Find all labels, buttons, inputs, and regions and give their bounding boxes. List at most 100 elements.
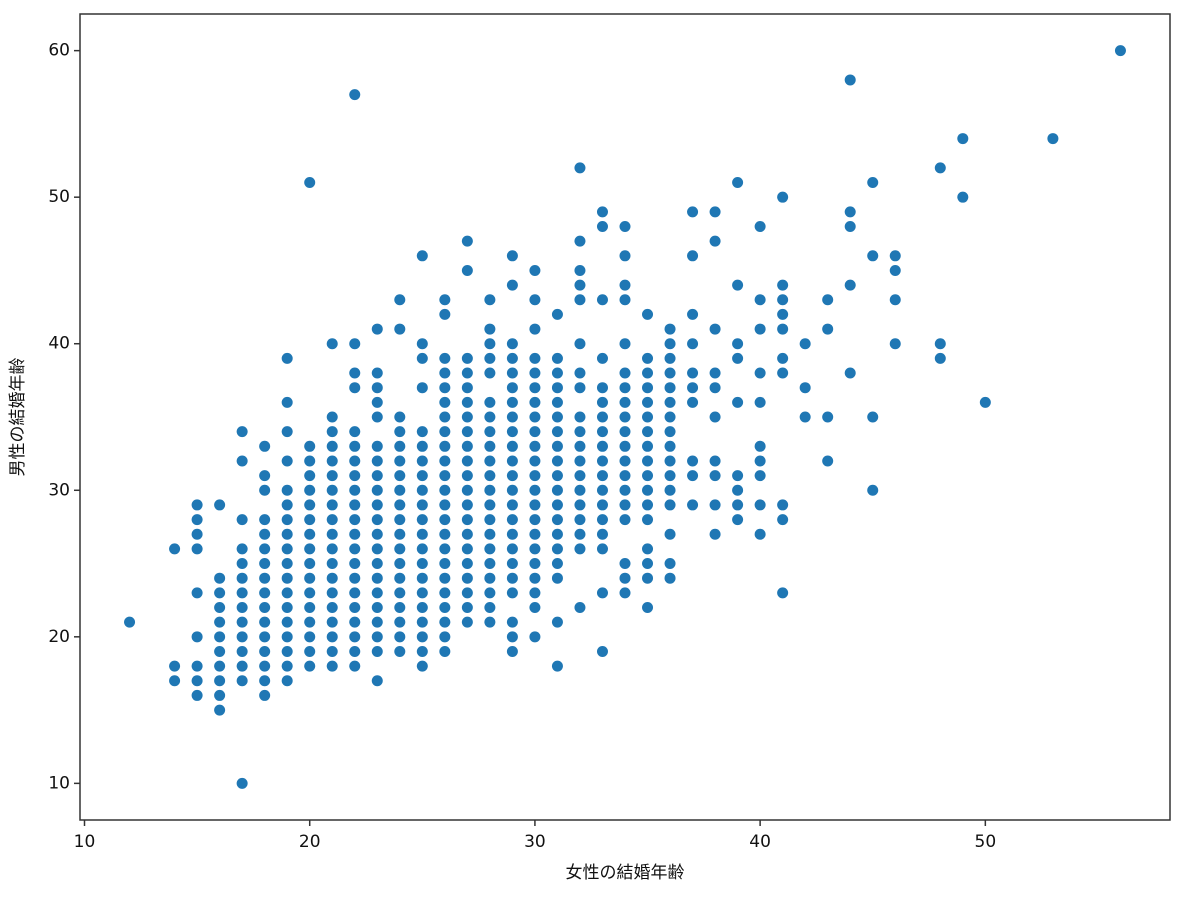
point xyxy=(214,587,226,599)
point xyxy=(416,426,428,438)
point xyxy=(439,616,451,628)
point xyxy=(394,426,406,438)
point xyxy=(596,220,608,232)
point xyxy=(529,352,541,364)
point xyxy=(642,572,654,584)
point xyxy=(281,543,293,555)
point xyxy=(664,382,676,394)
point xyxy=(619,455,631,467)
point xyxy=(236,426,248,438)
point xyxy=(281,455,293,467)
point xyxy=(461,484,473,496)
point xyxy=(371,602,383,614)
point xyxy=(439,396,451,408)
point xyxy=(281,426,293,438)
point xyxy=(416,558,428,570)
point xyxy=(394,645,406,657)
point xyxy=(664,396,676,408)
point xyxy=(259,514,271,526)
point xyxy=(889,264,901,276)
point xyxy=(574,235,586,247)
point xyxy=(326,440,338,452)
point xyxy=(394,514,406,526)
point xyxy=(439,499,451,511)
point xyxy=(281,631,293,643)
point xyxy=(236,645,248,657)
point xyxy=(754,294,766,306)
point xyxy=(371,367,383,379)
point xyxy=(642,426,654,438)
point xyxy=(551,411,563,423)
point xyxy=(484,543,496,555)
point xyxy=(349,602,361,614)
point xyxy=(529,543,541,555)
point xyxy=(732,352,744,364)
point xyxy=(371,455,383,467)
point xyxy=(259,602,271,614)
point xyxy=(642,308,654,320)
point xyxy=(259,484,271,496)
y-tick-label: 60 xyxy=(48,41,70,61)
x-axis-label: 女性の結婚年齢 xyxy=(566,863,685,883)
point xyxy=(596,528,608,540)
point xyxy=(687,382,699,394)
point xyxy=(619,338,631,350)
point xyxy=(867,250,879,262)
point xyxy=(551,616,563,628)
point xyxy=(326,499,338,511)
point xyxy=(529,484,541,496)
point xyxy=(371,411,383,423)
point xyxy=(506,558,518,570)
point xyxy=(619,411,631,423)
point xyxy=(754,440,766,452)
point xyxy=(777,279,789,291)
point xyxy=(664,499,676,511)
point xyxy=(439,602,451,614)
point xyxy=(596,514,608,526)
x-tick-label: 20 xyxy=(299,832,321,852)
point xyxy=(596,352,608,364)
point xyxy=(281,352,293,364)
point xyxy=(619,367,631,379)
point xyxy=(687,499,699,511)
point xyxy=(732,470,744,482)
point xyxy=(529,367,541,379)
point xyxy=(799,382,811,394)
point xyxy=(461,558,473,570)
point xyxy=(304,660,316,672)
point xyxy=(326,631,338,643)
point xyxy=(642,558,654,570)
point xyxy=(191,675,203,687)
point xyxy=(957,133,969,145)
point xyxy=(259,558,271,570)
point xyxy=(574,602,586,614)
point xyxy=(529,602,541,614)
point xyxy=(551,499,563,511)
point xyxy=(416,587,428,599)
point xyxy=(889,250,901,262)
point xyxy=(484,499,496,511)
point xyxy=(461,396,473,408)
point xyxy=(304,528,316,540)
point xyxy=(461,616,473,628)
point xyxy=(709,323,721,335)
point xyxy=(371,323,383,335)
point xyxy=(416,660,428,672)
point xyxy=(326,543,338,555)
point xyxy=(754,499,766,511)
point xyxy=(664,426,676,438)
point xyxy=(664,323,676,335)
point xyxy=(642,499,654,511)
point xyxy=(709,528,721,540)
point xyxy=(777,191,789,203)
point xyxy=(642,440,654,452)
point xyxy=(619,558,631,570)
point xyxy=(439,514,451,526)
point xyxy=(506,631,518,643)
y-axis-label: 男性の結婚年齢 xyxy=(8,358,28,477)
point xyxy=(529,440,541,452)
point xyxy=(529,631,541,643)
point xyxy=(349,367,361,379)
point xyxy=(259,645,271,657)
